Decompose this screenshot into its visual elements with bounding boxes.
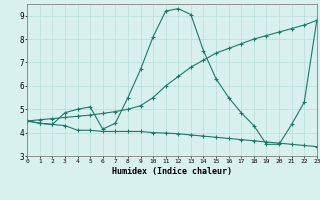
X-axis label: Humidex (Indice chaleur): Humidex (Indice chaleur) [112, 167, 232, 176]
